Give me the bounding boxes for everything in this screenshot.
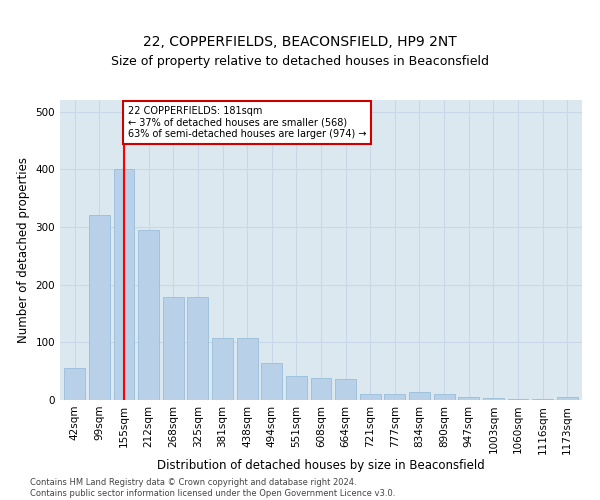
Bar [89,216,110,400]
Bar [113,169,134,400]
Bar [138,230,159,400]
Bar [434,394,455,400]
Bar [311,378,331,400]
Bar [483,398,504,400]
Bar [385,394,406,400]
Text: Contains HM Land Registry data © Crown copyright and database right 2024.
Contai: Contains HM Land Registry data © Crown c… [30,478,395,498]
Bar [508,399,529,400]
Bar [409,392,430,400]
Bar [557,397,578,400]
Text: Size of property relative to detached houses in Beaconsfield: Size of property relative to detached ho… [111,55,489,68]
Bar [286,376,307,400]
Bar [64,368,85,400]
Bar [261,362,282,400]
Bar [187,298,208,400]
Bar [458,396,479,400]
Bar [236,338,257,400]
X-axis label: Distribution of detached houses by size in Beaconsfield: Distribution of detached houses by size … [157,459,485,472]
Bar [163,298,184,400]
Bar [335,379,356,400]
Text: 22, COPPERFIELDS, BEACONSFIELD, HP9 2NT: 22, COPPERFIELDS, BEACONSFIELD, HP9 2NT [143,35,457,49]
Y-axis label: Number of detached properties: Number of detached properties [17,157,30,343]
Text: 22 COPPERFIELDS: 181sqm
← 37% of detached houses are smaller (568)
63% of semi-d: 22 COPPERFIELDS: 181sqm ← 37% of detache… [128,106,366,139]
Bar [212,338,233,400]
Bar [360,394,381,400]
